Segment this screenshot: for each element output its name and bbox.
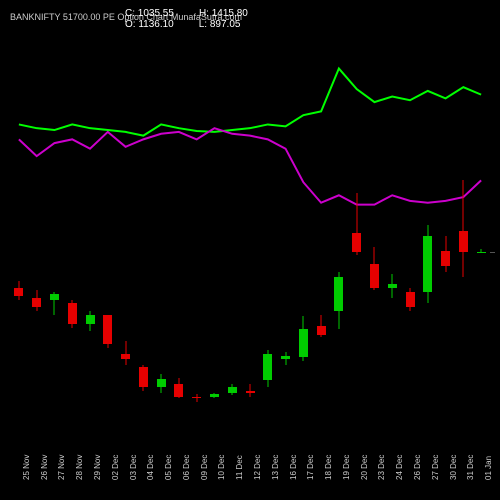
last-price-tick [490,252,495,253]
ohlc-low: L: 897.05 [199,19,241,30]
x-axis-label: 19 Dec [342,455,351,480]
x-axis-label: 04 Dec [146,455,155,480]
candlestick [299,35,308,445]
x-axis-label: 30 Dec [449,455,458,480]
x-axis-label: 02 Dec [111,455,120,480]
candlestick [210,35,219,445]
x-axis-label: 12 Dec [253,455,262,480]
x-axis-label: 03 Dec [129,455,138,480]
x-axis-label: 17 Dec [306,455,315,480]
ohlc-open: O: 1136.10 [125,19,174,30]
x-axis-label: 06 Dec [182,455,191,480]
candlestick [263,35,272,445]
x-axis-label: 20 Dec [360,455,369,480]
candlestick [32,35,41,445]
chart-plot-area [10,35,490,445]
candlestick [228,35,237,445]
x-axis-label: 26 Nov [40,455,49,480]
x-axis-label: 27 Dec [431,455,440,480]
x-axis-label: 11 Dec [235,455,244,480]
ohlc-display: C: 1035.55 H: 1415.80 O: 1136.10 L: 897.… [125,8,248,30]
candlestick [388,35,397,445]
x-axis-label: 18 Dec [324,455,333,480]
candlestick [370,35,379,445]
x-axis-label: 13 Dec [271,455,280,480]
x-axis-label: 26 Dec [413,455,422,480]
candlestick [86,35,95,445]
x-axis-label: 10 Dec [217,455,226,480]
candlestick [281,35,290,445]
x-axis-label: 28 Nov [75,455,84,480]
x-axis-label: 25 Nov [22,455,31,480]
candlestick [14,35,23,445]
x-axis-label: 29 Nov [93,455,102,480]
x-axis-label: 05 Dec [164,455,173,480]
x-axis-label: 24 Dec [395,455,404,480]
candlestick [174,35,183,445]
candlestick [50,35,59,445]
x-axis-label: 23 Dec [377,455,386,480]
x-axis-label: 16 Dec [289,455,298,480]
candlestick [157,35,166,445]
candlestick [441,35,450,445]
candlestick [459,35,468,445]
candlestick [334,35,343,445]
candlestick [477,35,486,445]
x-axis-label: 31 Dec [466,455,475,480]
candlestick [121,35,130,445]
candlestick [317,35,326,445]
candlestick [68,35,77,445]
ohlc-close: C: 1035.55 [125,8,174,19]
x-axis-label: 27 Nov [57,455,66,480]
candlestick [246,35,255,445]
candlestick [406,35,415,445]
x-axis-label: 09 Dec [200,455,209,480]
x-axis-label: 01 Jan [484,456,493,480]
ohlc-high: H: 1415.80 [199,8,248,19]
candlestick [423,35,432,445]
candlestick [352,35,361,445]
candlestick [103,35,112,445]
candlestick [139,35,148,445]
candlestick [192,35,201,445]
